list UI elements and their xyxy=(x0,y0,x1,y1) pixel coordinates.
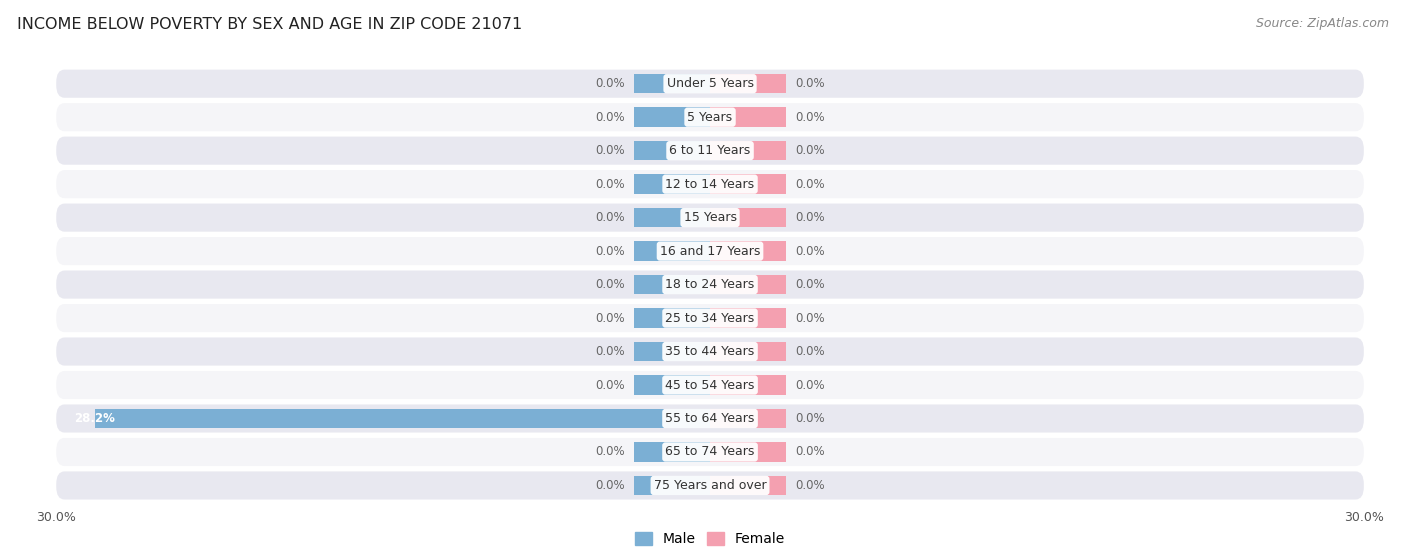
Text: 0.0%: 0.0% xyxy=(794,211,825,224)
Text: 0.0%: 0.0% xyxy=(794,445,825,459)
FancyBboxPatch shape xyxy=(56,237,1364,265)
FancyBboxPatch shape xyxy=(56,304,1364,332)
Bar xyxy=(634,376,710,395)
Bar xyxy=(710,141,786,160)
Text: 0.0%: 0.0% xyxy=(595,378,626,392)
Text: Source: ZipAtlas.com: Source: ZipAtlas.com xyxy=(1256,17,1389,30)
FancyBboxPatch shape xyxy=(56,338,1364,365)
FancyBboxPatch shape xyxy=(56,103,1364,131)
Bar xyxy=(96,409,710,428)
Text: 45 to 54 Years: 45 to 54 Years xyxy=(665,378,755,392)
Bar xyxy=(710,275,786,294)
Bar xyxy=(634,175,710,194)
Bar xyxy=(634,208,710,227)
FancyBboxPatch shape xyxy=(56,271,1364,299)
Text: 75 Years and over: 75 Years and over xyxy=(654,479,766,492)
Bar xyxy=(634,108,710,127)
Text: 65 to 74 Years: 65 to 74 Years xyxy=(665,445,755,459)
Text: 0.0%: 0.0% xyxy=(794,311,825,325)
Text: INCOME BELOW POVERTY BY SEX AND AGE IN ZIP CODE 21071: INCOME BELOW POVERTY BY SEX AND AGE IN Z… xyxy=(17,17,522,32)
Text: 0.0%: 0.0% xyxy=(595,345,626,358)
FancyBboxPatch shape xyxy=(56,472,1364,499)
Bar xyxy=(710,376,786,395)
Bar xyxy=(710,409,786,428)
Text: 6 to 11 Years: 6 to 11 Years xyxy=(669,144,751,157)
Bar xyxy=(634,442,710,461)
Text: 15 Years: 15 Years xyxy=(683,211,737,224)
Text: 0.0%: 0.0% xyxy=(794,479,825,492)
Text: 18 to 24 Years: 18 to 24 Years xyxy=(665,278,755,291)
Text: 0.0%: 0.0% xyxy=(595,278,626,291)
Text: 35 to 44 Years: 35 to 44 Years xyxy=(665,345,755,358)
Text: 0.0%: 0.0% xyxy=(794,378,825,392)
Bar xyxy=(710,242,786,261)
FancyBboxPatch shape xyxy=(56,405,1364,432)
Text: 0.0%: 0.0% xyxy=(595,177,626,191)
Text: 0.0%: 0.0% xyxy=(794,177,825,191)
FancyBboxPatch shape xyxy=(56,204,1364,232)
Text: 12 to 14 Years: 12 to 14 Years xyxy=(665,177,755,191)
Bar xyxy=(634,74,710,93)
Text: 0.0%: 0.0% xyxy=(595,244,626,258)
Bar xyxy=(710,175,786,194)
Bar xyxy=(634,275,710,294)
Text: 0.0%: 0.0% xyxy=(794,412,825,425)
Text: Under 5 Years: Under 5 Years xyxy=(666,77,754,90)
Text: 0.0%: 0.0% xyxy=(794,77,825,90)
Text: 0.0%: 0.0% xyxy=(794,244,825,258)
Bar xyxy=(710,309,786,328)
Text: 0.0%: 0.0% xyxy=(595,311,626,325)
Bar xyxy=(710,342,786,361)
FancyBboxPatch shape xyxy=(56,137,1364,165)
Text: 0.0%: 0.0% xyxy=(794,278,825,291)
Bar xyxy=(634,242,710,261)
Text: 5 Years: 5 Years xyxy=(688,110,733,124)
Bar xyxy=(710,476,786,495)
Bar xyxy=(710,442,786,461)
Text: 0.0%: 0.0% xyxy=(595,144,626,157)
Text: 0.0%: 0.0% xyxy=(595,445,626,459)
Bar xyxy=(710,108,786,127)
Text: 0.0%: 0.0% xyxy=(794,144,825,157)
Text: 0.0%: 0.0% xyxy=(595,211,626,224)
Bar xyxy=(634,476,710,495)
Bar xyxy=(710,74,786,93)
FancyBboxPatch shape xyxy=(56,438,1364,466)
Text: 0.0%: 0.0% xyxy=(794,345,825,358)
Bar xyxy=(634,141,710,160)
FancyBboxPatch shape xyxy=(56,371,1364,399)
Text: 0.0%: 0.0% xyxy=(794,110,825,124)
Text: 0.0%: 0.0% xyxy=(595,479,626,492)
Text: 0.0%: 0.0% xyxy=(595,77,626,90)
Bar xyxy=(710,208,786,227)
Text: 55 to 64 Years: 55 to 64 Years xyxy=(665,412,755,425)
Text: 28.2%: 28.2% xyxy=(73,412,114,425)
Text: 0.0%: 0.0% xyxy=(595,110,626,124)
Text: 16 and 17 Years: 16 and 17 Years xyxy=(659,244,761,258)
FancyBboxPatch shape xyxy=(56,170,1364,198)
Bar xyxy=(634,342,710,361)
Legend: Male, Female: Male, Female xyxy=(630,527,790,552)
Text: 25 to 34 Years: 25 to 34 Years xyxy=(665,311,755,325)
Bar xyxy=(634,309,710,328)
FancyBboxPatch shape xyxy=(56,70,1364,98)
